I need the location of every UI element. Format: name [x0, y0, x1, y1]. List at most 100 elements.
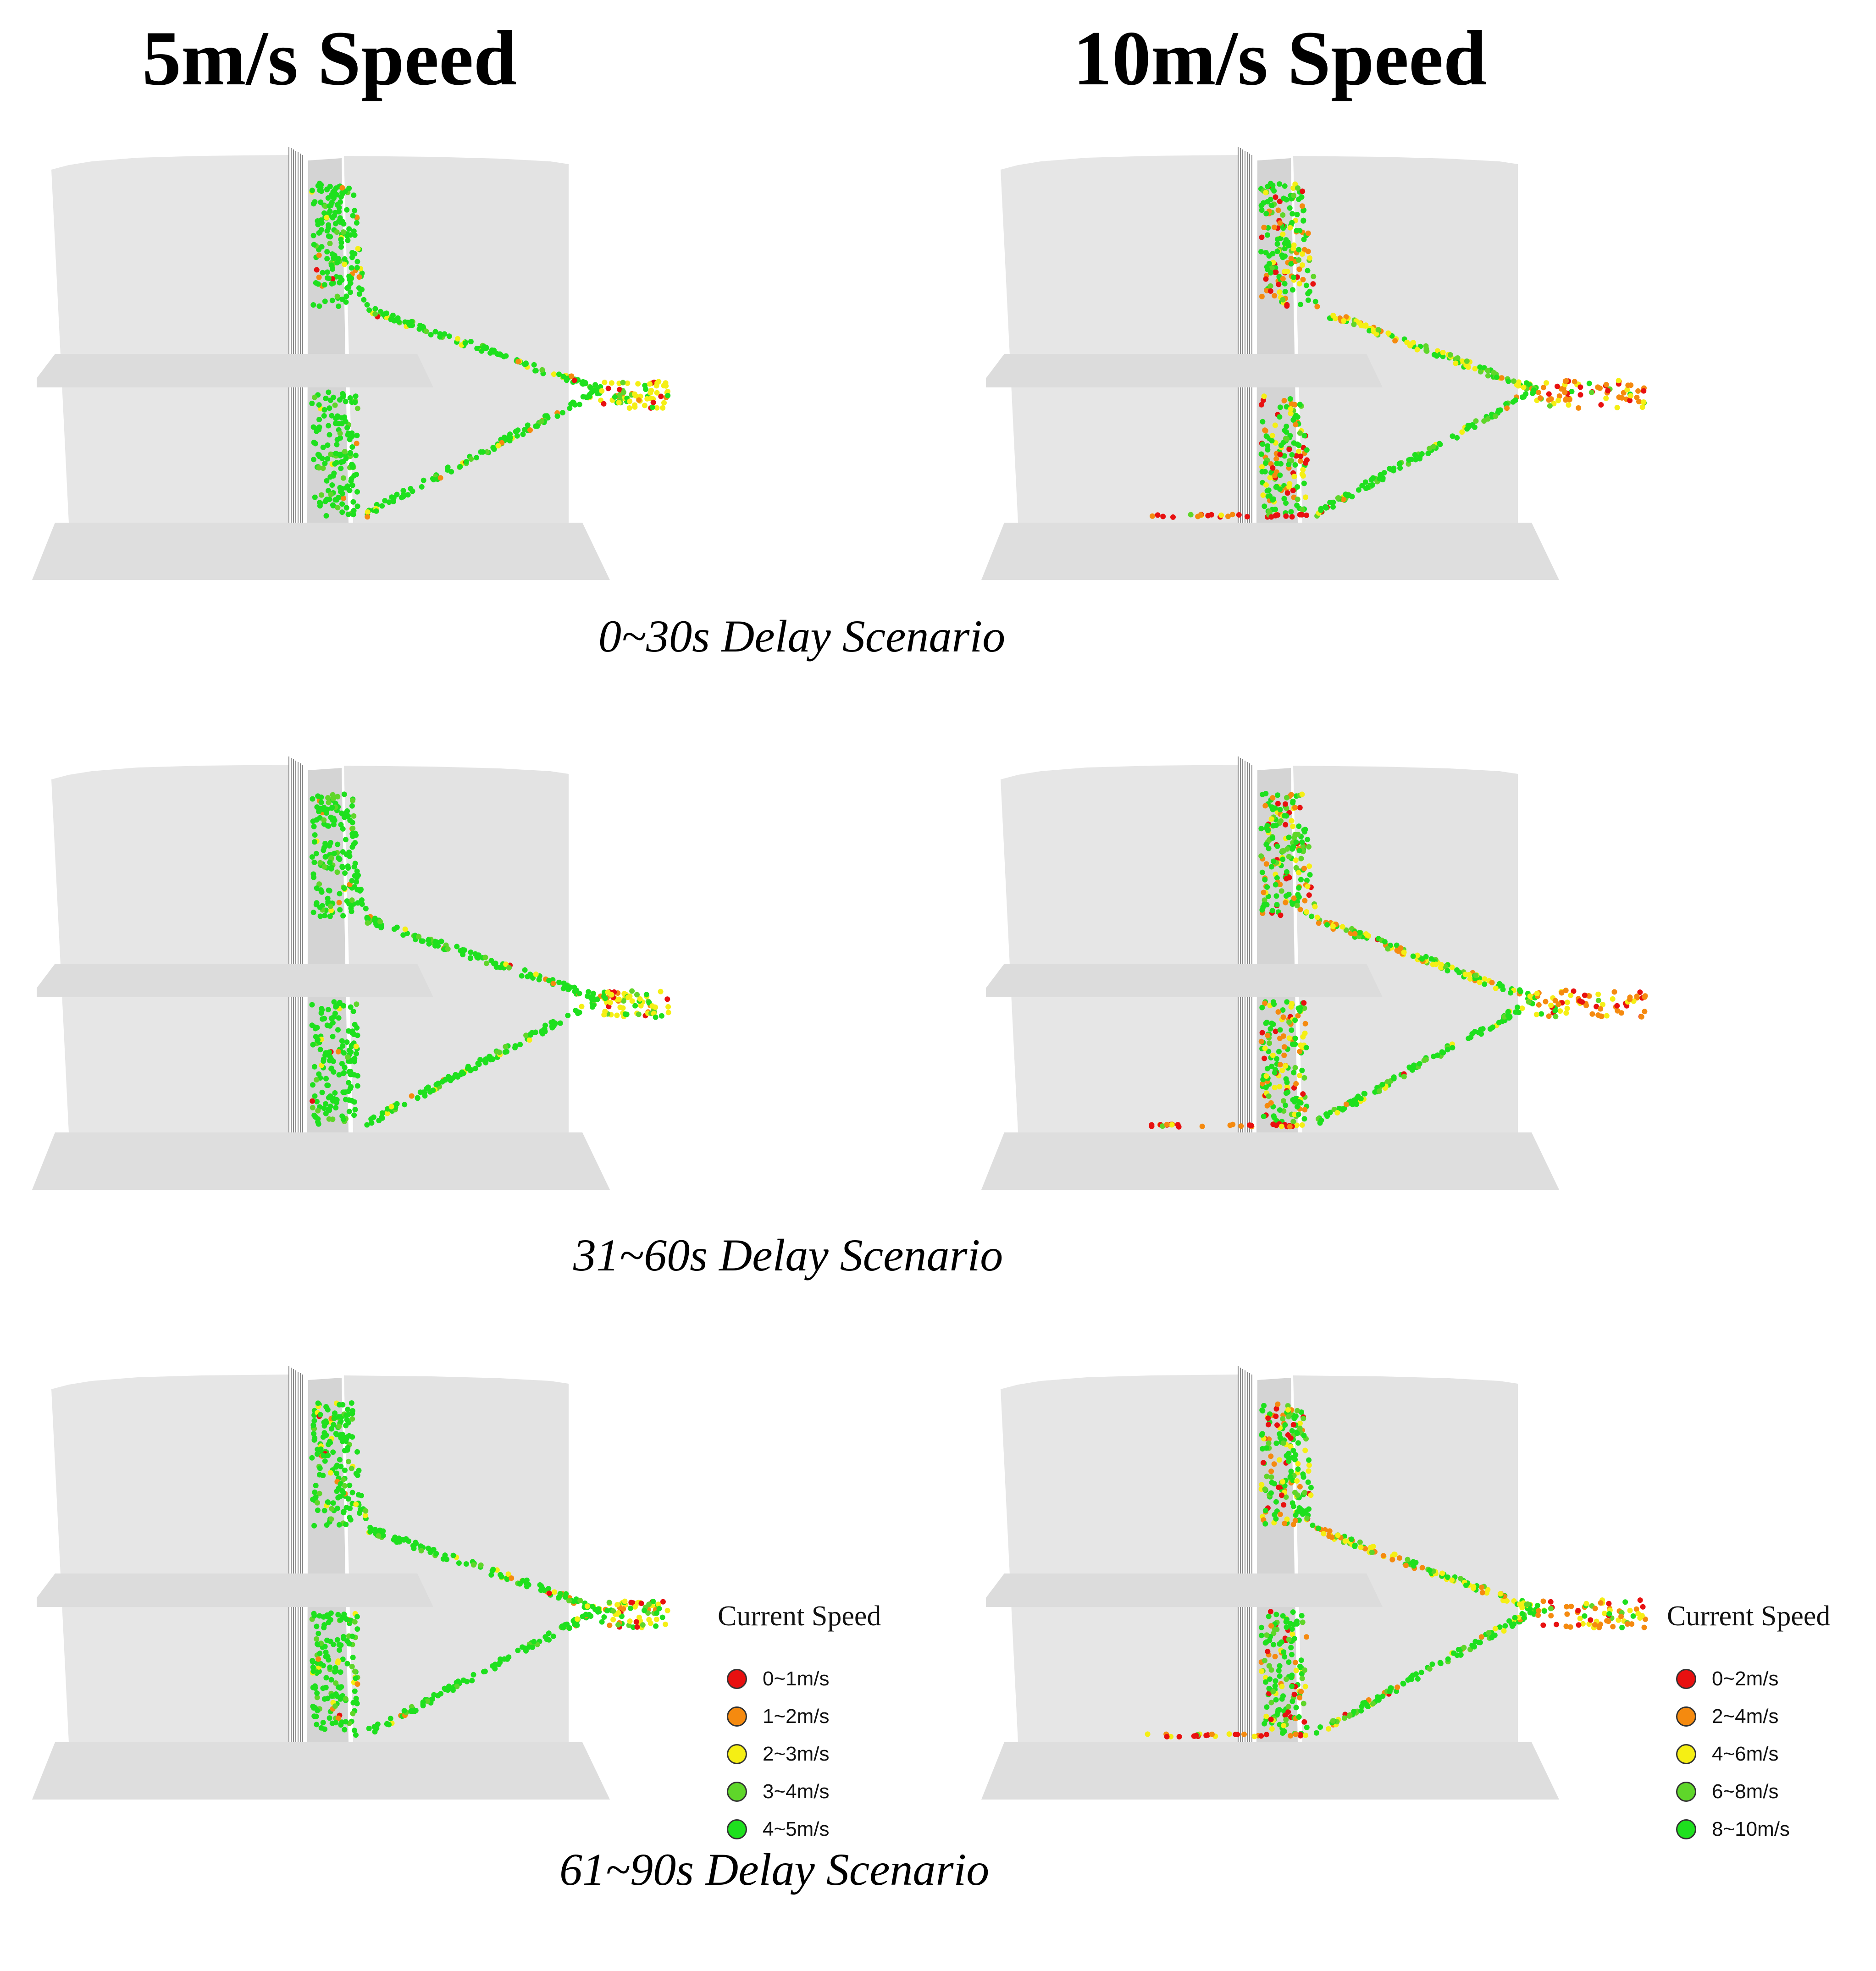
uav-point [1458, 1652, 1464, 1658]
uav-point [316, 1613, 322, 1619]
uav-point [1600, 1002, 1605, 1007]
uav-point [477, 1057, 483, 1063]
uav-point [1522, 1615, 1527, 1621]
uav-point [1306, 1506, 1312, 1512]
uav-point [353, 393, 359, 399]
uav-point [635, 381, 641, 387]
uav-point [1464, 358, 1470, 364]
uav-point [1280, 297, 1286, 303]
uav-point [1296, 1714, 1302, 1720]
uav-point [536, 977, 542, 983]
uav-point [1555, 398, 1561, 403]
uav-point [1301, 1005, 1307, 1011]
uav-point [1290, 798, 1296, 804]
uav-point [486, 1054, 492, 1060]
uav-point [1296, 848, 1302, 854]
uav-point [524, 1584, 530, 1590]
uav-point [608, 999, 613, 1005]
uav-point [1515, 1005, 1520, 1010]
uav-point [351, 1059, 357, 1065]
uav-point [1286, 854, 1292, 860]
legend-item: 0~2m/s [1667, 1660, 1859, 1698]
uav-point [1640, 1604, 1646, 1610]
uav-point [354, 1681, 360, 1687]
uav-point [354, 1025, 360, 1031]
uav-point [1499, 375, 1505, 381]
uav-point [1553, 1014, 1559, 1020]
scenario-label-31-60s: 31~60s Delay Scenario [573, 1230, 1003, 1281]
uav-point [335, 495, 341, 501]
uav-point [1471, 1584, 1477, 1590]
uav-point [311, 860, 317, 865]
uav-point [344, 1661, 350, 1667]
uav-point [665, 392, 671, 398]
uav-point [318, 1725, 324, 1731]
uav-point [354, 220, 360, 226]
uav-point [1300, 1416, 1306, 1422]
uav-point [325, 1082, 331, 1088]
uav-point [1292, 402, 1298, 408]
uav-point [310, 871, 316, 877]
uav-point [630, 1624, 636, 1630]
uav-point [1263, 433, 1269, 439]
uav-point [1296, 894, 1302, 900]
uav-point [606, 1600, 612, 1606]
uav-point [1290, 1503, 1296, 1509]
uav-point [338, 459, 344, 465]
uav-point [353, 1732, 359, 1738]
uav-point [1301, 829, 1307, 835]
uav-point [1485, 373, 1491, 379]
uav-point [330, 1033, 336, 1039]
uav-point [1277, 452, 1283, 458]
uav-point [1280, 1033, 1286, 1039]
uav-point [325, 823, 331, 829]
uav-point [1266, 1093, 1272, 1099]
uav-point [1291, 440, 1297, 446]
uav-point [342, 256, 348, 262]
uav-point [517, 1581, 523, 1586]
uav-point [1277, 1673, 1283, 1679]
uav-point [463, 459, 469, 465]
uav-point [491, 446, 497, 452]
uav-point [331, 1069, 337, 1075]
uav-point [1344, 492, 1350, 498]
uav-point [327, 1470, 333, 1476]
uav-point [1264, 488, 1270, 494]
uav-point [1263, 1445, 1269, 1451]
uav-point [1428, 956, 1434, 962]
uav-point [504, 1049, 509, 1055]
uav-point [1273, 1122, 1279, 1128]
uav-point [1262, 460, 1268, 466]
uav-point [1641, 399, 1647, 405]
uav-point [315, 1116, 321, 1122]
uav-point [1277, 220, 1283, 226]
uav-point [1292, 1111, 1298, 1117]
uav-point [312, 1685, 318, 1691]
uav-point [368, 1116, 374, 1122]
uav-point [323, 1101, 329, 1107]
uav-point [1305, 297, 1311, 303]
uav-point [349, 1416, 355, 1422]
uav-point [1525, 1601, 1531, 1607]
uav-point [354, 265, 360, 271]
uav-point [1279, 1684, 1285, 1689]
uav-point [1280, 1007, 1286, 1013]
uav-point [1284, 1516, 1290, 1522]
uav-point [1262, 877, 1268, 883]
uav-point [1260, 419, 1266, 425]
uav-point [1342, 1715, 1347, 1721]
uav-point [331, 850, 337, 856]
uav-point [338, 1669, 343, 1675]
uav-point [338, 237, 344, 243]
uav-point [310, 1422, 316, 1428]
uav-point [1356, 487, 1361, 493]
uav-point [1267, 493, 1273, 499]
uav-point [1417, 454, 1423, 460]
uav-point [1297, 1484, 1303, 1490]
uav-point [432, 943, 438, 949]
uav-point [1497, 1624, 1503, 1630]
uav-point [1614, 1003, 1620, 1009]
uav-point [320, 270, 326, 276]
uav-point [352, 1619, 358, 1625]
uav-point [354, 1614, 360, 1620]
